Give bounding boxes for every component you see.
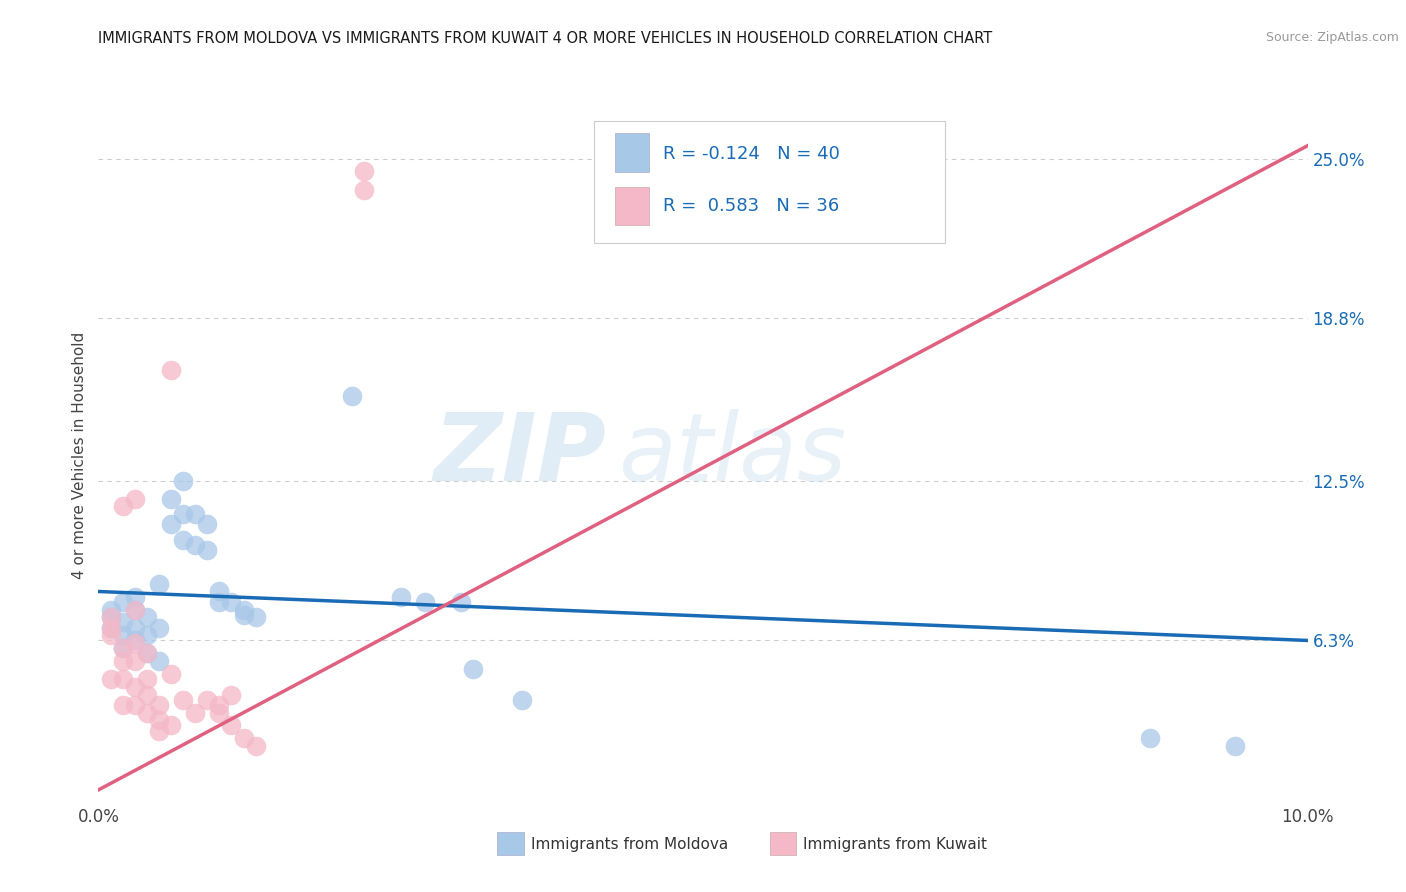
Point (172, 533, 194, 547)
Point (510, 692, 533, 706)
Point (100, 628, 122, 642)
Point (148, 714, 170, 728)
Point (221, 718, 243, 732)
Point (208, 706, 231, 720)
Point (195, 517, 218, 532)
FancyBboxPatch shape (769, 832, 796, 855)
Point (221, 595, 243, 609)
Point (111, 654, 134, 668)
Point (135, 672, 157, 686)
Point (184, 706, 207, 720)
Point (124, 491, 146, 506)
Text: R =  0.583   N = 36: R = 0.583 N = 36 (664, 197, 839, 216)
Point (100, 621, 122, 635)
Point (389, 590, 412, 604)
Point (135, 646, 157, 660)
Point (124, 636, 146, 650)
Point (100, 602, 122, 616)
Point (148, 654, 170, 668)
Point (100, 610, 122, 624)
Point (124, 680, 146, 694)
Point (1223, 739, 1246, 753)
FancyBboxPatch shape (498, 832, 524, 855)
Point (160, 491, 183, 506)
Point (111, 500, 134, 514)
FancyBboxPatch shape (595, 121, 945, 243)
Point (232, 731, 254, 746)
Point (208, 584, 231, 599)
Point (111, 595, 134, 609)
Point (172, 507, 194, 521)
Point (184, 538, 207, 552)
Point (148, 621, 170, 635)
Point (148, 723, 170, 738)
Point (124, 698, 146, 712)
Point (232, 602, 254, 616)
Point (111, 641, 134, 656)
Point (124, 654, 146, 668)
Point (160, 667, 183, 681)
Point (208, 698, 231, 712)
Point (111, 615, 134, 630)
Text: Immigrants from Moldova: Immigrants from Moldova (531, 837, 728, 852)
Text: Source: ZipAtlas.com: Source: ZipAtlas.com (1265, 31, 1399, 45)
Point (148, 576, 170, 591)
Point (160, 718, 183, 732)
Point (232, 607, 254, 622)
Point (195, 692, 218, 706)
Point (100, 621, 122, 635)
Point (353, 164, 375, 178)
Point (100, 672, 122, 686)
Point (111, 698, 134, 712)
Point (124, 621, 146, 635)
Point (124, 590, 146, 604)
Text: atlas: atlas (619, 409, 846, 500)
Text: IMMIGRANTS FROM MOLDOVA VS IMMIGRANTS FROM KUWAIT 4 OR MORE VEHICLES IN HOUSEHOL: IMMIGRANTS FROM MOLDOVA VS IMMIGRANTS FR… (98, 31, 993, 46)
Text: Immigrants from Kuwait: Immigrants from Kuwait (803, 837, 987, 852)
Point (135, 706, 157, 720)
Point (111, 672, 134, 686)
Point (463, 662, 485, 676)
Point (135, 688, 157, 702)
Text: R = -0.124   N = 40: R = -0.124 N = 40 (664, 145, 839, 163)
Point (413, 595, 436, 609)
Point (172, 692, 194, 706)
Point (184, 507, 207, 521)
Point (208, 595, 231, 609)
Point (450, 595, 472, 609)
Point (100, 610, 122, 624)
Point (172, 474, 194, 488)
Point (124, 602, 146, 616)
Point (160, 363, 183, 377)
Point (111, 641, 134, 656)
Point (195, 543, 218, 558)
Point (353, 182, 375, 196)
Point (135, 610, 157, 624)
Point (221, 688, 243, 702)
Y-axis label: 4 or more Vehicles in Household: 4 or more Vehicles in Household (72, 331, 87, 579)
Point (245, 739, 267, 753)
Point (160, 517, 183, 532)
Point (1139, 731, 1161, 746)
Point (124, 633, 146, 648)
FancyBboxPatch shape (614, 187, 648, 226)
Text: ZIP: ZIP (433, 409, 606, 501)
Point (245, 610, 267, 624)
Point (148, 698, 170, 712)
Point (135, 646, 157, 660)
Point (342, 389, 364, 403)
Point (111, 628, 134, 642)
Point (135, 628, 157, 642)
FancyBboxPatch shape (614, 134, 648, 172)
Point (124, 602, 146, 616)
